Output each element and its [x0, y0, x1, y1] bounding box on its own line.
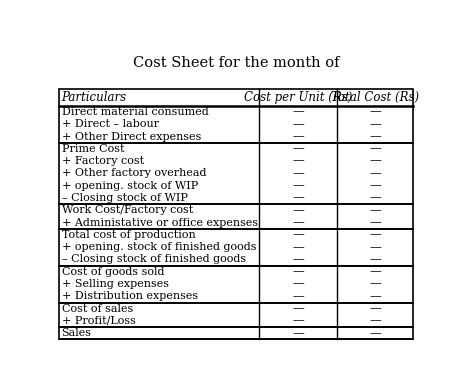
Text: + Administative or office expenses: + Administative or office expenses	[61, 218, 258, 228]
Text: —: —	[292, 142, 304, 155]
Text: —: —	[369, 167, 381, 180]
Text: —: —	[369, 314, 381, 327]
Text: —: —	[369, 118, 381, 131]
Text: + Selling expenses: + Selling expenses	[61, 279, 169, 289]
Text: Cost of sales: Cost of sales	[61, 304, 133, 314]
Text: —: —	[369, 253, 381, 266]
Text: + Other Direct expenses: + Other Direct expenses	[61, 131, 201, 141]
Text: —: —	[369, 192, 381, 205]
Text: Total cost of production: Total cost of production	[61, 230, 195, 240]
Text: —: —	[369, 228, 381, 241]
Text: —: —	[369, 327, 381, 340]
Text: + opening. stock of WIP: + opening. stock of WIP	[61, 181, 198, 191]
Text: Sales: Sales	[61, 328, 92, 338]
Text: —: —	[292, 179, 304, 192]
Text: + Direct – labour: + Direct – labour	[61, 119, 159, 129]
Text: —: —	[292, 253, 304, 266]
Text: —: —	[369, 130, 381, 143]
Text: + Distribution expenses: + Distribution expenses	[61, 291, 198, 301]
Text: Cost Sheet for the month of: Cost Sheet for the month of	[133, 56, 339, 70]
Text: —: —	[292, 105, 304, 118]
Text: —: —	[292, 241, 304, 254]
Text: Cost per Unit (Rs): Cost per Unit (Rs)	[244, 91, 352, 104]
Text: – Closing stock of finished goods: – Closing stock of finished goods	[61, 254, 246, 265]
Text: —: —	[292, 302, 304, 315]
Text: —: —	[292, 155, 304, 168]
Text: —: —	[292, 216, 304, 229]
Text: Prime Cost: Prime Cost	[61, 144, 124, 154]
Text: —: —	[369, 302, 381, 315]
Text: —: —	[292, 192, 304, 205]
Text: —: —	[369, 105, 381, 118]
Text: —: —	[292, 327, 304, 340]
Text: —: —	[369, 278, 381, 291]
Text: —: —	[292, 204, 304, 217]
Text: + Other factory overhead: + Other factory overhead	[61, 169, 206, 178]
Text: —: —	[369, 142, 381, 155]
Text: Direct material consumed: Direct material consumed	[61, 107, 208, 117]
Text: —: —	[369, 179, 381, 192]
Text: + Profit/Loss: + Profit/Loss	[61, 316, 136, 326]
Text: —: —	[369, 155, 381, 168]
Text: —: —	[292, 278, 304, 291]
Text: —: —	[292, 290, 304, 303]
Text: Work Cost/Factory cost: Work Cost/Factory cost	[61, 205, 193, 215]
Text: —: —	[292, 314, 304, 327]
Text: —: —	[292, 118, 304, 131]
Text: —: —	[292, 265, 304, 278]
Text: Cost of goods sold: Cost of goods sold	[61, 267, 164, 277]
Text: + Factory cost: + Factory cost	[61, 156, 144, 166]
Text: —: —	[292, 130, 304, 143]
Text: —: —	[292, 228, 304, 241]
Text: —: —	[369, 216, 381, 229]
Text: —: —	[369, 265, 381, 278]
Text: —: —	[369, 290, 381, 303]
Text: – Closing stock of WIP: – Closing stock of WIP	[61, 193, 188, 203]
Text: Particulars: Particulars	[61, 91, 126, 104]
Text: Total Cost (Rs): Total Cost (Rs)	[331, 91, 419, 104]
Text: —: —	[292, 167, 304, 180]
Text: —: —	[369, 241, 381, 254]
Text: + opening. stock of finished goods: + opening. stock of finished goods	[61, 242, 256, 252]
Text: —: —	[369, 204, 381, 217]
